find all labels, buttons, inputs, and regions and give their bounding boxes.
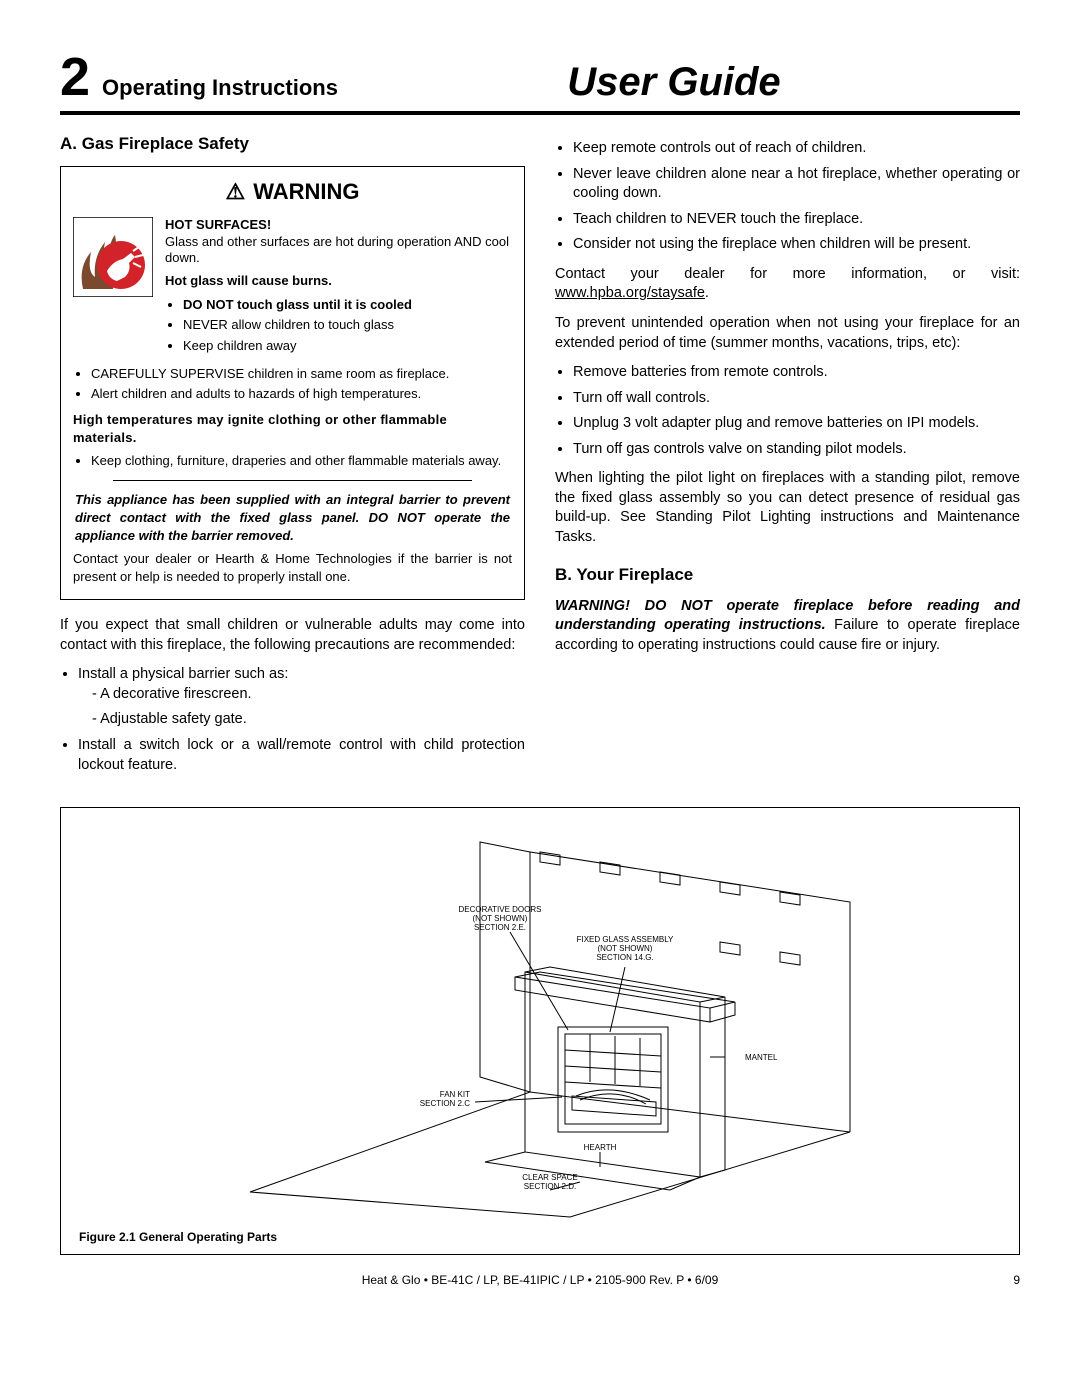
label-mantel: MANTEL — [745, 1053, 778, 1062]
hot-glass-label: Hot glass will cause burns. — [165, 273, 512, 290]
fireplace-diagram: DECORATIVE DOORS(NOT SHOWN)SECTION 2.E. … — [180, 822, 900, 1222]
footer-text: Heat & Glo • BE-41C / LP, BE-41IPIC / LP… — [362, 1273, 719, 1287]
label-decorative-doors: DECORATIVE DOORS(NOT SHOWN)SECTION 2.E. — [459, 905, 542, 932]
page-number: 9 — [1013, 1273, 1020, 1287]
dealer-contact: Contact your dealer for more information… — [555, 265, 1020, 304]
list-item: Install a switch lock or a wall/remote c… — [78, 736, 525, 775]
section-b-warning: WARNING! DO NOT operate ﬁreplace before … — [555, 597, 1020, 656]
prevent-intro: To prevent unintended operation when not… — [555, 314, 1020, 353]
list-item: Install a physical barrier such as: A de… — [78, 665, 525, 730]
barrier-contact: Contact your dealer or Hearth & Home Tec… — [73, 550, 512, 585]
section-title: Operating Instructions — [102, 75, 338, 101]
precautions-intro: If you expect that small children or vul… — [60, 616, 525, 655]
hot-surfaces-text: Glass and other surfaces are hot during … — [165, 234, 512, 268]
label-hearth: HEARTH — [584, 1143, 617, 1152]
precautions-list: Install a physical barrier such as: A de… — [60, 665, 525, 775]
section-number: 2 — [60, 50, 90, 104]
prevent-list: Remove batteries from remote controls. T… — [555, 363, 1020, 459]
hot-surfaces-label: HOT SURFACES! — [165, 217, 512, 234]
staysafe-link[interactable]: www.hpba.org/staysafe — [555, 285, 705, 301]
figure-box: DECORATIVE DOORS(NOT SHOWN)SECTION 2.E. … — [60, 807, 1020, 1255]
main-title: User Guide — [567, 60, 780, 105]
pilot-text: When lighting the pilot light on ﬁreplac… — [555, 469, 1020, 547]
page-header: 2 Operating Instructions User Guide — [60, 50, 1020, 115]
warning-bullets-2: CAREFULLY SUPERVISE children in same roo… — [73, 365, 512, 403]
warning-box: WARNING HOT SURFACES! Glass and other su… — [60, 166, 525, 600]
label-clear-space: CLEAR SPACESECTION 2.D. — [522, 1173, 577, 1191]
figure-caption: Figure 2.1 General Operating Parts — [79, 1230, 1001, 1244]
page-footer: Heat & Glo • BE-41C / LP, BE-41IPIC / LP… — [60, 1273, 1020, 1287]
label-fan-kit: FAN KITSECTION 2.C — [420, 1090, 470, 1108]
left-column: A. Gas Fireplace Safety WARNING HOT SURF… — [60, 133, 525, 785]
high-temp-warning: High temperatures may ignite clothing or… — [73, 411, 512, 446]
children-safety-list: Keep remote controls out of reach of chi… — [555, 139, 1020, 255]
barrier-notice: This appliance has been supplied with an… — [75, 491, 510, 544]
section-b-heading: B. Your Fireplace — [555, 564, 1020, 587]
warning-bullets-3: Keep clothing, furniture, draperies and … — [73, 452, 512, 470]
section-a-heading: A. Gas Fireplace Safety — [60, 133, 525, 156]
divider — [113, 480, 472, 481]
label-fixed-glass: FIXED GLASS ASSEMBLY(NOT SHOWN)SECTION 1… — [577, 935, 674, 962]
right-column: Keep remote controls out of reach of chi… — [555, 133, 1020, 785]
warning-bullets-1: DO NOT touch glass until it is cooled NE… — [165, 296, 512, 355]
warning-title: WARNING — [73, 177, 512, 207]
warning-text-block: HOT SURFACES! Glass and other surfaces a… — [165, 217, 512, 357]
hot-surface-icon — [73, 217, 153, 297]
